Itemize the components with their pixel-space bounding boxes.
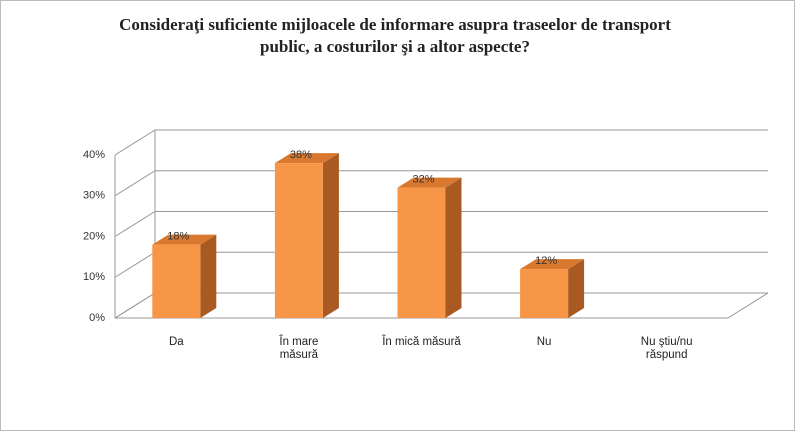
- bar-side: [200, 234, 217, 318]
- bar: [152, 244, 201, 318]
- bar-side: [322, 153, 339, 318]
- y-tick-label: 30%: [83, 190, 105, 202]
- x-tick-label: Nu ştiu/nu răspund: [640, 336, 693, 361]
- bar-side: [568, 259, 585, 318]
- y-tick-label: 20%: [83, 230, 105, 242]
- chart-title: Consideraţi suficiente mijloacele de inf…: [119, 15, 671, 56]
- y-tick-label: 40%: [83, 149, 105, 161]
- bar-top: [397, 177, 462, 188]
- data-label: 18%: [167, 231, 189, 243]
- bar: [274, 163, 323, 318]
- grid-line: [114, 129, 768, 156]
- bar-side: [445, 177, 462, 318]
- data-label: 32%: [412, 174, 434, 186]
- bar-top: [152, 234, 217, 245]
- data-label: 38%: [290, 149, 312, 161]
- x-tick-label: În mare măsură: [279, 336, 319, 361]
- grid-line: [114, 170, 768, 197]
- bar-top: [274, 153, 339, 164]
- y-tick-label: 10%: [83, 271, 105, 283]
- bar: [397, 187, 446, 318]
- bar-top: [520, 259, 585, 270]
- grid-line: [114, 211, 768, 237]
- x-tick-label: Nu: [536, 336, 552, 348]
- x-tick-label: În mică măsură: [382, 336, 461, 348]
- bar: [520, 269, 569, 318]
- data-label: 12%: [535, 255, 557, 267]
- y-tick-label: 0%: [89, 312, 105, 324]
- x-tick-label: Da: [168, 336, 184, 348]
